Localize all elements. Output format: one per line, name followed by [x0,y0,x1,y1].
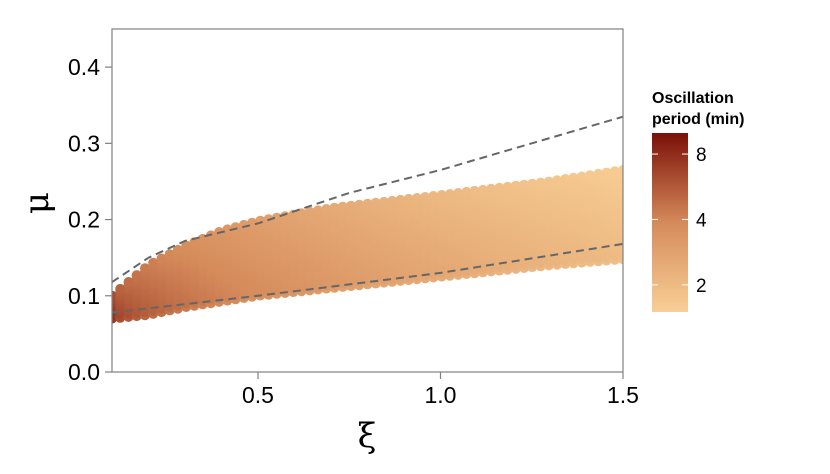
data-point [296,208,307,219]
y-axis-title: μ [17,192,57,214]
data-point [321,204,332,214]
data-point [387,195,398,206]
colorbar-tick-label: 8 [696,145,707,166]
data-point [568,172,579,183]
data-point [313,205,323,216]
data-point [461,186,472,197]
y-tick-label: 0.0 [68,359,100,385]
data-point [428,191,439,201]
x-axis-title: ξ [358,416,377,456]
data-point [164,249,175,260]
data-point [535,177,546,188]
x-tick-label: 0.5 [242,382,274,408]
y-tick-label: 0.1 [68,283,100,309]
data-point [271,212,282,223]
colorbar-legend: Oscillation period (min) 2 4 8 [652,90,744,312]
data-point [436,190,447,200]
colorbar-tick-label: 2 [696,276,707,297]
data-point [519,179,530,190]
data-point [280,211,291,222]
data-point [618,165,623,175]
data-point [123,277,134,287]
data-point [140,263,150,274]
data-point [115,283,126,294]
data-point [585,170,595,181]
data-point [412,193,422,203]
data-point [403,193,414,204]
y-axis: 0.0 0.1 0.2 0.3 0.4 [68,54,112,385]
data-point [288,209,299,220]
data-point [131,270,142,281]
data-point [453,188,464,198]
data-point [346,200,356,211]
data-point [593,168,604,179]
data-point [609,166,620,177]
plot-border [111,28,624,373]
data-point [181,240,192,251]
data-point [444,189,455,199]
data-point [354,199,365,210]
data-point [527,178,538,189]
legend-title-line-2: period (min) [652,111,744,128]
data-point [576,171,587,182]
data-point [601,167,612,178]
data-point [560,174,571,184]
reference-line-2 [112,242,623,314]
data-point [148,257,159,268]
data-point [362,198,373,209]
data-point [469,185,480,196]
data-point [238,219,249,230]
data-point [156,253,167,264]
data-points [112,165,623,324]
y-tick-label: 0.2 [68,207,100,233]
y-tick-label: 0.4 [68,54,100,80]
data-point [477,184,488,195]
colorbar-tick-label: 4 [696,210,707,231]
data-point [494,182,505,193]
data-point [552,175,563,186]
data-point [304,206,315,217]
data-point [172,244,183,255]
data-point [510,180,521,191]
data-point [486,183,497,194]
legend-title-line-1: Oscillation [652,90,734,107]
data-point [395,194,406,205]
data-point [379,196,389,207]
data-point [337,201,348,212]
data-point [329,202,340,213]
y-tick-label: 0.3 [68,130,100,156]
colorbar-ticks: 2 4 8 [652,145,707,297]
data-point [502,181,513,192]
x-tick-label: 1.5 [607,382,639,408]
data-point [420,192,431,202]
reference-lines [112,115,623,314]
data-point [543,176,554,187]
x-tick-label: 1.0 [425,382,457,408]
data-point [370,197,381,208]
x-axis: 0.5 1.0 1.5 [242,372,639,408]
colorbar [652,133,688,312]
